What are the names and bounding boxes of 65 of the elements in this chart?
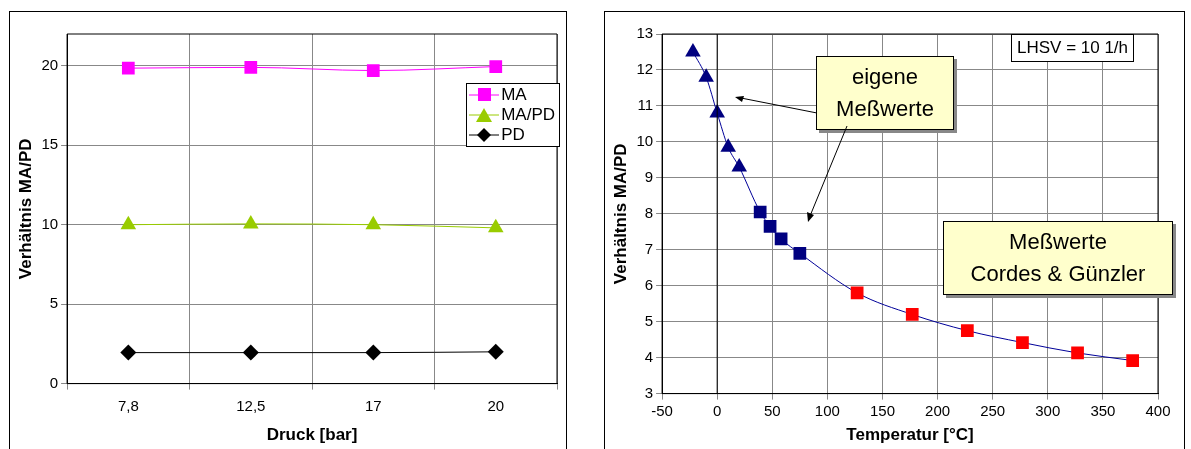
point: [365, 344, 382, 361]
x-tick-label: 150: [869, 401, 896, 419]
x-tick-label: 20: [487, 396, 505, 414]
y-tick-label: 10: [636, 132, 654, 150]
point: [242, 344, 259, 361]
point: [365, 215, 382, 230]
y-tick-label: 9: [644, 167, 654, 185]
y-tick-label: 10: [41, 214, 59, 232]
point: [489, 60, 503, 73]
x-tick-label: 7,8: [117, 396, 139, 414]
x-tick-label: 350: [1090, 401, 1116, 419]
y-tick-label: 12: [636, 60, 654, 78]
point: [487, 218, 504, 233]
legend-label: MA: [501, 85, 527, 105]
point: [1016, 336, 1029, 349]
y-tick-label: 11: [637, 96, 654, 114]
y-tick-label: 15: [41, 135, 59, 153]
x-tick-label: -50: [651, 401, 673, 419]
point: [1126, 354, 1140, 367]
x-tick-label: 50: [763, 401, 781, 419]
point: [960, 324, 974, 338]
x-tick-label: 400: [1145, 401, 1171, 419]
point: [698, 68, 714, 82]
y-tick-label: 8: [644, 203, 654, 221]
point: [243, 214, 259, 229]
y-tick-label: 6: [644, 275, 654, 293]
point: [685, 42, 701, 57]
y-tick-label: 4: [644, 347, 654, 365]
x-axis-title: Temperatur [°C]: [846, 425, 974, 445]
legend-label: MA/PD: [501, 105, 555, 125]
y-tick-label: 7: [644, 239, 654, 257]
point: [366, 64, 380, 77]
point: [244, 61, 258, 74]
y-tick-label: 0: [49, 373, 59, 391]
x-tick-label: 200: [925, 401, 951, 419]
point: [753, 205, 767, 219]
y-axis-title: Verhältnis MA/PD: [610, 143, 630, 285]
legend-label: PD: [501, 125, 525, 145]
y-axis-title: Verhältnis MA/PD: [15, 138, 35, 280]
x-tick-label: 300: [1035, 401, 1061, 419]
y-tick-label: 13: [636, 24, 654, 42]
y-tick-label: 5: [49, 294, 59, 312]
point: [120, 215, 137, 230]
point: [905, 308, 919, 321]
x-tick-label: 12,5: [236, 396, 266, 414]
point: [487, 343, 504, 360]
point: [763, 220, 777, 233]
x-tick-label: 100: [814, 401, 840, 419]
x-axis-title: Druck [bar]: [266, 425, 358, 445]
y-tick-label: 20: [41, 55, 59, 73]
x-tick-label: 250: [980, 401, 1006, 419]
annotation: eigene Meßwerte: [816, 56, 954, 130]
point: [793, 246, 807, 260]
y-tick-label: 3: [644, 383, 654, 401]
point: [120, 344, 137, 361]
annotation: Meßwerte Cordes & Günzler: [943, 221, 1173, 295]
point: [1071, 346, 1084, 360]
point: [720, 138, 736, 152]
x-tick-label: 0: [713, 401, 722, 419]
point: [850, 286, 864, 300]
x-tick-label: 17: [364, 396, 382, 414]
point: [121, 61, 135, 75]
point: [731, 158, 748, 172]
annotation: LHSV = 10 1/h: [1011, 34, 1135, 62]
y-tick-label: 5: [644, 311, 654, 329]
